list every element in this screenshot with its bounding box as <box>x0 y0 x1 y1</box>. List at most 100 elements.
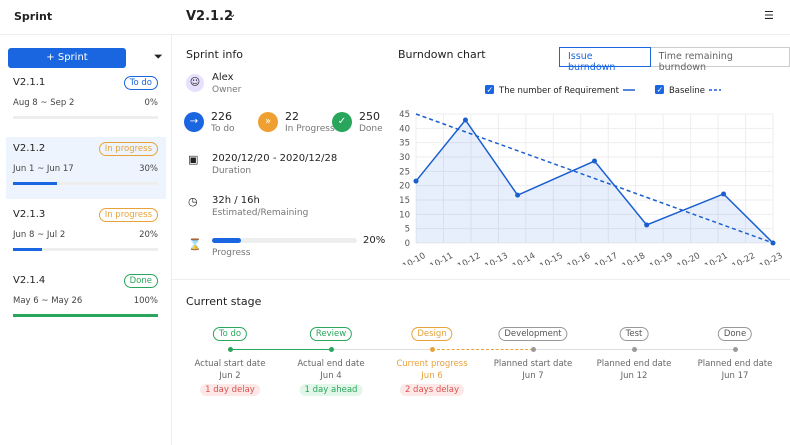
x-tick-label: 10-10 <box>401 251 427 265</box>
sidebar-title: Sprint <box>14 10 53 23</box>
y-tick-label: 40 <box>399 124 410 134</box>
hourglass-icon: ⌛ <box>188 238 202 251</box>
point <box>644 222 650 228</box>
x-tick-label: 10-15 <box>538 251 564 265</box>
point <box>721 191 727 197</box>
clock-icon: ◷ <box>188 195 198 208</box>
stage-caption: Actual start date <box>194 359 266 369</box>
chart-title: Burndown chart <box>398 48 486 61</box>
sprint-percent: 30% <box>139 164 158 174</box>
timeline-segment <box>533 349 634 350</box>
tabs: Issue burndown Time remaining burndown <box>559 47 790 73</box>
avatar: ☺ <box>186 74 204 92</box>
stage-caption: Actual end date <box>297 359 365 369</box>
sprint-name: V2.1.1 <box>13 77 46 88</box>
progress-value: 20% <box>363 235 386 246</box>
sprint-percent: 100% <box>133 296 158 306</box>
x-tick-label: 10-23 <box>758 251 784 265</box>
sprint-percent: 20% <box>139 230 158 240</box>
sprint-card[interactable]: V2.1.4 Done May 6 ~ May 26 100% <box>6 269 166 331</box>
stat-icon: » <box>258 112 278 132</box>
point <box>462 117 468 123</box>
legend-check: ✓ <box>487 86 494 95</box>
point <box>592 158 597 164</box>
x-tick-label: 10-19 <box>648 251 674 265</box>
status-badge: Done <box>123 274 158 288</box>
stage-badge: 1 day delay <box>200 384 260 396</box>
sprint-name: V2.1.2 <box>13 143 46 154</box>
progress-track <box>13 314 158 317</box>
button-label: Sprint <box>57 52 88 63</box>
sprint-dates: Jun 1 ~ Jun 17 <box>13 164 74 174</box>
x-tick-label: 10-17 <box>593 251 619 265</box>
calendar-icon: ▣ <box>188 153 199 166</box>
point <box>413 178 419 184</box>
header: Sprint V2.1.2 ⌄ ☰ <box>0 0 790 35</box>
stage-label: Development <box>498 327 568 341</box>
progress-track <box>13 116 158 119</box>
progress-track <box>13 248 158 251</box>
timeline-dot <box>733 347 738 352</box>
progress-track <box>212 238 357 243</box>
y-tick-label: 20 <box>399 182 410 192</box>
list-icon[interactable]: ☰ <box>764 9 774 22</box>
sprint-dates: Aug 8 ~ Sep 2 <box>13 98 75 108</box>
x-tick-label: 10-12 <box>456 251 482 265</box>
stage-date: Jun 2 <box>219 371 241 381</box>
x-tick-label: 10-14 <box>511 251 537 265</box>
legend-checkbox <box>485 85 494 94</box>
progress-bar <box>13 248 42 251</box>
section-title: Current stage <box>186 295 262 308</box>
timeline-dot <box>228 347 233 352</box>
legend-checkbox <box>654 85 664 94</box>
owner-role: Owner <box>212 85 242 95</box>
timeline-segment <box>230 349 331 350</box>
add-sprint-button[interactable]: + Sprint <box>8 48 126 68</box>
x-tick-label: 10-22 <box>731 251 757 265</box>
legend-check: ✓ <box>656 86 663 95</box>
sidebar: + Sprint ⏷ V2.1.1 To do Aug 8 ~ Sep 2 0% V2.… <box>0 35 172 445</box>
tab[interactable]: Issue burndown <box>559 47 651 73</box>
sprint-percent: 0% <box>144 98 159 108</box>
legend-label: Baseline <box>669 86 705 96</box>
top-panel: Sprint info ☺ Alex Owner → 226 To do » 22 In … <box>172 35 790 280</box>
x-tick-label: 10-18 <box>621 251 647 265</box>
progress-bar <box>212 238 241 243</box>
stage-date: Jun 17 <box>721 371 749 381</box>
sprint-card[interactable]: V2.1.2 In progress Jun 1 ~ Jun 17 30% <box>6 137 166 199</box>
sprint-card[interactable]: V2.1.3 In progress Jun 8 ~ Jul 2 20% <box>6 203 166 265</box>
y-tick-label: 25 <box>399 167 410 177</box>
stage-date: Jun 6 <box>421 371 443 381</box>
duration-label: Duration <box>212 166 252 176</box>
y-tick-label: 45 <box>399 110 410 120</box>
version[interactable]: V2.1.2 <box>186 9 234 24</box>
dropdown-icon[interactable]: ⌄ <box>228 9 237 20</box>
y-tick-label: 5 <box>405 225 410 235</box>
estimate: 32h / 16h <box>212 195 260 206</box>
section-title: Sprint info <box>186 48 243 61</box>
filter-icon[interactable]: ⏷ <box>154 50 163 63</box>
y-tick-label: 15 <box>399 196 410 206</box>
progress-label: Progress <box>212 248 251 258</box>
stage-label: Design <box>411 327 453 341</box>
owner-name: Alex <box>212 72 234 83</box>
stage-caption: Planned start date <box>493 359 573 369</box>
point <box>515 192 521 198</box>
y-tick-label: 10 <box>399 210 410 220</box>
progress-track <box>13 182 158 185</box>
tab[interactable]: Time remaining burndown <box>650 47 790 73</box>
stage-label: To do <box>212 327 248 341</box>
status-badge: In progress <box>98 208 158 222</box>
status-badge: To do <box>123 76 158 90</box>
stage-date: Jun 7 <box>522 371 544 381</box>
area <box>416 120 773 243</box>
progress-bar <box>13 182 57 185</box>
timeline-segment <box>331 349 432 350</box>
x-tick-label: 10-21 <box>703 251 729 265</box>
sprint-dates: Jun 8 ~ Jul 2 <box>13 230 66 240</box>
legend-label: The number of Requirement <box>498 86 620 96</box>
y-tick-label: 0 <box>405 239 410 249</box>
sprint-card[interactable]: V2.1.1 To do Aug 8 ~ Sep 2 0% <box>6 71 166 133</box>
